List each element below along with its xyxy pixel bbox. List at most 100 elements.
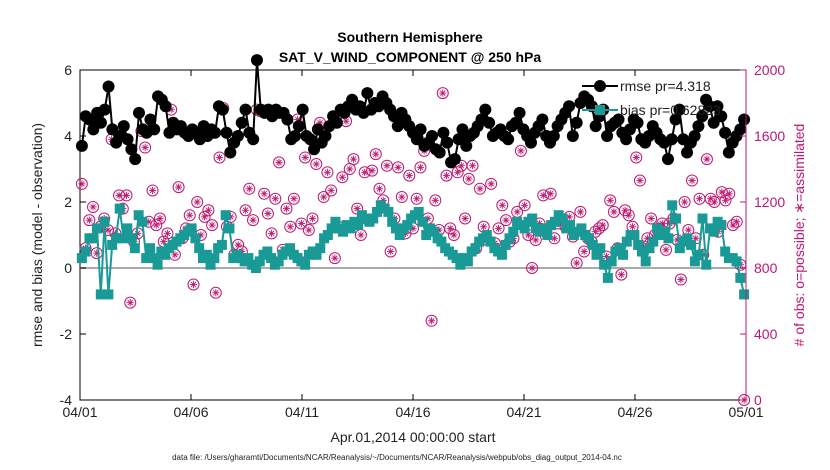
bias-point: [383, 206, 394, 217]
obs-possible-circle: [247, 214, 260, 227]
y-right-tick-label: 0: [754, 392, 762, 408]
bias-point: [500, 239, 511, 250]
obs-possible-circle: [299, 151, 312, 164]
bias-point: [345, 223, 356, 234]
bias-point: [322, 230, 333, 240]
obs-count-marker: [622, 209, 635, 222]
obs-possible-circle: [514, 144, 527, 157]
bias-point: [266, 253, 277, 264]
obs-possible-circle: [700, 153, 713, 166]
obs-assimilated-star-stroke: [149, 187, 156, 194]
bias-point: [194, 243, 205, 254]
obs-count-marker: [723, 187, 736, 200]
bias-point: [129, 243, 140, 254]
bias-point: [481, 230, 492, 240]
obs-count-marker: [645, 212, 658, 225]
bias-point: [648, 236, 659, 247]
obs-count-marker: [514, 144, 527, 157]
bias-point: [455, 259, 466, 270]
obs-possible-circle: [459, 212, 472, 225]
rmse-point: [102, 80, 115, 93]
obs-assimilated-star-stroke: [462, 215, 468, 222]
bias-point: [565, 220, 576, 231]
bias-point: [133, 210, 144, 221]
obs-count-marker: [518, 199, 531, 212]
bias-point: [353, 220, 364, 231]
bias-point: [689, 256, 700, 267]
obs-count-marker: [700, 153, 713, 166]
obs-count-marker: [447, 229, 460, 241]
obs-count-marker: [574, 205, 587, 218]
bias-point: [141, 253, 152, 264]
bias-point: [330, 216, 341, 227]
obs-assimilated-star-stroke: [718, 189, 725, 195]
obs-possible-circle: [139, 141, 152, 154]
obs-assimilated-star-stroke: [573, 260, 580, 266]
obs-assimilated-star-stroke: [235, 242, 241, 248]
obs-count-marker: [258, 187, 271, 200]
bias-point: [462, 256, 473, 267]
bias-point: [583, 233, 594, 244]
obs-possible-circle: [261, 207, 274, 220]
obs-possible-circle: [366, 164, 379, 177]
bias-point: [216, 239, 227, 250]
obs-possible-circle: [730, 215, 743, 228]
bias-point: [315, 243, 326, 254]
obs-count-marker: [343, 163, 356, 175]
rmse-point: [281, 113, 294, 126]
obs-assimilated-star-stroke: [480, 223, 487, 230]
plot-layer: [75, 54, 751, 406]
obs-possible-circle: [738, 394, 751, 406]
obs-possible-circle: [328, 252, 341, 265]
obs-assimilated-star-stroke: [209, 222, 215, 228]
obs-possible-circle: [336, 171, 349, 184]
rmse-point: [304, 133, 317, 146]
obs-possible-circle: [462, 172, 475, 185]
obs-possible-circle: [451, 166, 464, 179]
x-tick-label: 05/01: [728, 404, 763, 420]
obs-count-marker: [284, 220, 297, 233]
bias-point: [421, 230, 432, 240]
obs-count-marker: [239, 204, 252, 217]
obs-assimilated-star-stroke: [339, 174, 346, 181]
obs-assimilated-star-stroke: [283, 205, 290, 212]
x-axis-label: Apr.01,2014 00:00:00 start: [330, 429, 495, 445]
obs-assimilated-star-stroke: [603, 253, 610, 260]
rmse-point: [361, 87, 374, 100]
obs-assimilated-star-stroke: [175, 184, 182, 190]
bias-point: [508, 226, 519, 237]
obs-assimilated-star-stroke: [291, 195, 297, 202]
obs-count-marker: [187, 278, 200, 291]
obs-count-marker: [87, 200, 100, 213]
rmse-point: [631, 116, 644, 129]
obs-count-marker: [302, 224, 315, 237]
obs-assimilated-star-stroke: [376, 185, 383, 192]
rmse-point: [601, 130, 614, 142]
bias-point: [670, 213, 681, 224]
bias-point: [504, 233, 515, 244]
bias-point: [80, 246, 91, 257]
obs-count-marker: [280, 202, 293, 215]
obs-possible-circle: [310, 158, 323, 171]
obs-possible-circle: [265, 227, 278, 240]
obs-count-marker: [120, 189, 133, 202]
obs-count-marker: [473, 182, 486, 195]
rmse-point: [722, 146, 735, 159]
obs-count-marker: [153, 212, 166, 225]
y-axis-right-label: # of obs: o=possible; ∗=assimilated: [791, 124, 807, 347]
rmse-point: [665, 133, 678, 146]
obs-count-marker: [678, 196, 691, 208]
chart-subtitle: SAT_V_WIND_COMPONENT @ 250 hPa: [279, 49, 542, 65]
obs-possible-circle: [280, 202, 293, 215]
obs-count-marker: [462, 172, 475, 185]
bias-point: [470, 243, 481, 254]
obs-count-marker: [328, 252, 341, 265]
bias-point: [186, 223, 197, 234]
bias-point: [720, 246, 731, 257]
bias-point: [190, 233, 201, 244]
obs-count-marker: [269, 192, 282, 205]
bias-point: [576, 223, 587, 234]
bias-point: [300, 259, 311, 270]
obs-assimilated-star-stroke: [343, 118, 349, 124]
rmse-point: [209, 126, 222, 139]
